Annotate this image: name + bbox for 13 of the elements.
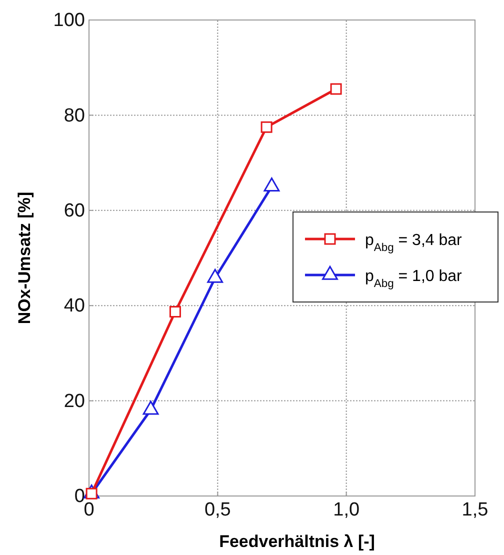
x-axis-title: Feedverhältnis λ [-] bbox=[219, 532, 375, 551]
y-axis-title: NOx-Umsatz [%] bbox=[15, 192, 34, 324]
x-tick-label: 1,5 bbox=[462, 499, 488, 520]
x-tick-label: 0,5 bbox=[204, 499, 231, 520]
legend-label: p$_{Abg}$ = 3,4 bar bbox=[365, 232, 463, 254]
y-tick-label: 80 bbox=[64, 105, 85, 126]
x-tick-label: 1,0 bbox=[333, 499, 360, 520]
y-tick-label: 100 bbox=[53, 10, 85, 32]
y-tick-label: 0 bbox=[74, 486, 85, 508]
y-tick-label: 60 bbox=[64, 200, 85, 222]
y-tick-label: 20 bbox=[64, 390, 85, 412]
legend-label: p$_{Abg}$ = 1,0 bar bbox=[365, 268, 463, 290]
y-tick-label: 40 bbox=[64, 296, 85, 317]
